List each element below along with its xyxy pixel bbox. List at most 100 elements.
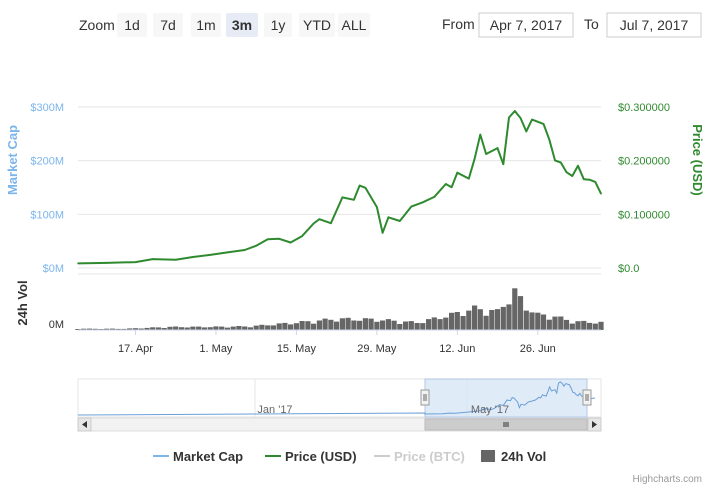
volume-bar [167, 326, 173, 330]
volume-bar [253, 325, 259, 330]
volume-bar [483, 315, 489, 330]
price-usd-point [468, 177, 470, 180]
zoom-button-bg[interactable] [338, 13, 370, 37]
price-usd-point [594, 181, 597, 183]
price-usd-point [433, 196, 436, 198]
legend-item-24h-vol[interactable]: 24h Vol [481, 449, 546, 464]
zoom-button-label[interactable]: 7d [160, 17, 176, 33]
price-usd-point [560, 161, 562, 164]
volume-bar [426, 319, 432, 330]
volume-bar [552, 316, 558, 330]
volume-bar [420, 323, 426, 330]
price-usd-point [525, 130, 528, 133]
zoom-button-label[interactable]: 3m [232, 17, 252, 33]
price-usd-point [174, 258, 177, 261]
volume-bar [546, 319, 552, 330]
legend-item-price-usd[interactable]: Price (USD) [265, 449, 357, 464]
volume-bar [431, 317, 437, 330]
volume-bar [121, 328, 127, 330]
zoom-button-bg[interactable] [117, 13, 147, 37]
scrollbar[interactable] [77, 417, 602, 432]
price-usd-point [531, 118, 533, 121]
vol-axis-ticks: 0M [49, 319, 64, 331]
right-axis-ticks: $0.0 $0.100000 $0.200000 $0.300000 [618, 102, 670, 275]
left-axis-ticks: $0M $100M $200M $300M [30, 102, 64, 275]
right-tick-label: $0.100000 [618, 209, 670, 221]
zoom-button-all[interactable]: ALL [338, 13, 370, 37]
zoom-button-label[interactable]: 1y [271, 17, 286, 33]
volume-bar [178, 327, 185, 330]
legend-symbol[interactable] [481, 450, 495, 462]
zoom-button-label[interactable]: YTD [303, 17, 331, 33]
price-usd-point [519, 117, 522, 119]
zoom-label: Zoom [79, 17, 115, 33]
price-usd-point [289, 241, 292, 244]
price-usd-point [105, 262, 108, 264]
volume-bar [305, 321, 311, 330]
zoom-button-7d[interactable]: 7d [153, 13, 183, 37]
zoom-button-label[interactable]: 1d [124, 17, 140, 33]
price-usd-point [554, 159, 556, 162]
from-date-box[interactable] [478, 12, 574, 38]
zoom-button-1y[interactable]: 1y [264, 13, 292, 37]
right-tick-label: $0.300000 [618, 102, 670, 114]
legend: Market Cap Price (USD) Price (BTC) 24h Vol [153, 449, 546, 464]
navigator[interactable]: Jan '17 May '17 [77, 378, 602, 418]
price-usd-point [422, 201, 424, 204]
volume-series [75, 288, 604, 330]
to-date-input[interactable]: Jul 7, 2017 [606, 12, 702, 38]
zoom-button-bg[interactable] [191, 13, 221, 37]
from-date-input[interactable]: Apr 7, 2017 [478, 12, 574, 38]
volume-bar [259, 324, 265, 330]
navigator-handle-left-box[interactable] [420, 389, 430, 406]
volume-bar [500, 306, 506, 330]
volume-bar [138, 328, 144, 330]
navigator-selected-range[interactable] [424, 378, 588, 418]
to-date-box[interactable] [606, 12, 702, 38]
x-tick-label: 12. Jun [439, 343, 475, 355]
to-date-value[interactable]: Jul 7, 2017 [620, 17, 689, 33]
zoom-button-1m[interactable]: 1m [191, 13, 221, 37]
price-usd-point [358, 184, 361, 187]
zoom-button-bg[interactable] [299, 13, 335, 37]
price-usd-point [226, 251, 229, 254]
navigator-handle-right-box[interactable] [582, 389, 592, 406]
zoom-button-bg[interactable] [153, 13, 183, 37]
zoom-button-label[interactable]: ALL [342, 17, 367, 33]
volume-bar [207, 327, 213, 330]
from-date-value[interactable]: Apr 7, 2017 [490, 17, 563, 33]
legend-item-market-cap[interactable]: Market Cap [153, 449, 243, 464]
legend-label[interactable]: Price (USD) [285, 449, 357, 464]
legend-label[interactable]: Price (BTC) [394, 449, 465, 464]
price-usd-point [318, 218, 321, 220]
x-tick-label: 1. May [199, 343, 233, 355]
price-usd-point [577, 165, 579, 167]
legend-item-price-btc[interactable]: Price (BTC) [374, 449, 465, 464]
legend-label[interactable]: 24h Vol [501, 449, 546, 464]
legend-label[interactable]: Market Cap [173, 449, 243, 464]
zoom-button-3m[interactable]: 3m [226, 13, 258, 37]
zoom-button-ytd[interactable]: YTD [299, 13, 335, 37]
zoom-button-bg[interactable] [264, 13, 292, 37]
left-tick-label: $300M [30, 102, 64, 114]
zoom-button-1d[interactable]: 1d [117, 13, 147, 37]
left-axis-title: Market Cap [5, 125, 20, 195]
price-usd-point [255, 244, 257, 247]
volume-bar [288, 324, 294, 330]
price-usd-point [571, 175, 574, 177]
volume-bar [512, 288, 518, 330]
x-tick-label: 17. Apr [118, 343, 153, 355]
scrollbar-right-arrow-icon [592, 421, 597, 428]
volume-bar [115, 328, 121, 330]
zoom-button-label[interactable]: 1m [196, 17, 215, 33]
zoom-button-bg[interactable] [226, 13, 258, 37]
volume-bar [466, 310, 472, 330]
price-usd-point [330, 222, 332, 224]
volume-bar [489, 310, 495, 330]
scrollbar-left-arrow-icon [82, 421, 87, 428]
volume-bar [311, 323, 317, 330]
navigator-handle-right[interactable] [582, 389, 592, 406]
navigator-label-jan: Jan '17 [257, 404, 292, 416]
navigator-handle-left[interactable] [420, 389, 430, 406]
credits[interactable]: Highcharts.com [633, 474, 702, 485]
